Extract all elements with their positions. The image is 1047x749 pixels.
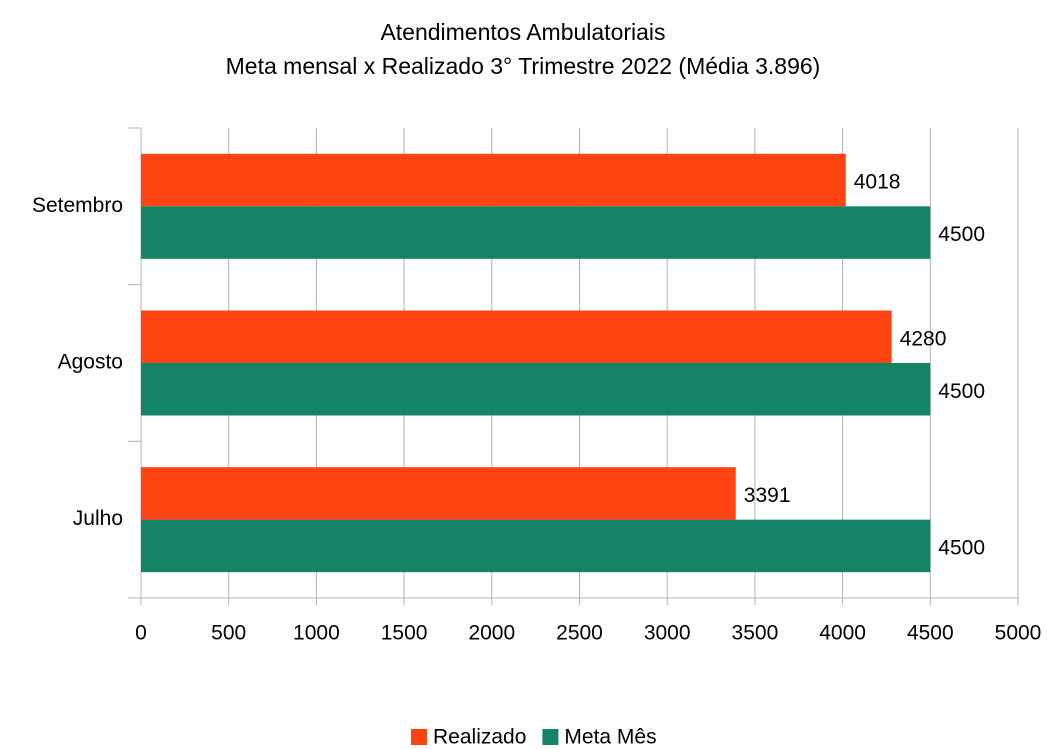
x-tick-label: 4500 xyxy=(907,622,954,645)
data-label: 4018 xyxy=(854,171,901,194)
y-tick-label: Julho xyxy=(73,507,123,530)
data-label: 4500 xyxy=(938,223,985,246)
x-tick-label: 3000 xyxy=(644,622,691,645)
legend-label: Meta Mês xyxy=(564,726,656,749)
x-tick-label: 5000 xyxy=(995,622,1042,645)
y-tick-label: Setembro xyxy=(32,194,123,217)
bar xyxy=(141,363,931,416)
legend-swatch xyxy=(542,729,559,745)
x-tick-label: 1500 xyxy=(381,622,428,645)
x-tick-label: 1000 xyxy=(293,622,340,645)
x-tick-label: 2500 xyxy=(556,622,603,645)
bar xyxy=(141,206,931,259)
chart-subtitle: Meta mensal x Realizado 3° Trimestre 202… xyxy=(226,53,821,79)
legend-swatch xyxy=(411,729,427,745)
data-label: 4500 xyxy=(938,380,985,403)
chart-title: Atendimentos Ambulatoriais xyxy=(380,19,665,45)
x-tick-label: 0 xyxy=(135,622,147,645)
data-label: 4280 xyxy=(900,327,947,350)
x-tick-label: 4000 xyxy=(819,622,866,645)
data-label: 3391 xyxy=(744,484,791,507)
x-tick-label: 2000 xyxy=(468,622,515,645)
bar xyxy=(141,153,846,207)
x-tick-label: 500 xyxy=(211,622,246,645)
y-tick-label: Agosto xyxy=(58,351,123,374)
bar xyxy=(141,519,931,573)
x-tick-label: 3500 xyxy=(732,622,779,645)
legend-label: Realizado xyxy=(433,726,526,749)
bar xyxy=(141,467,736,520)
bar xyxy=(141,310,892,363)
data-label: 4500 xyxy=(938,536,985,559)
